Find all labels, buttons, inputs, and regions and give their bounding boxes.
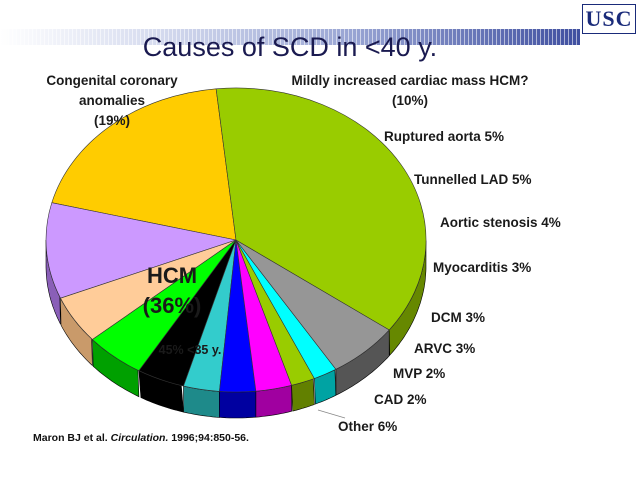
usc-logo: USC [582,4,636,34]
slice-label-mvp-line: MVP 2% [393,366,445,381]
slice-label-dcm-line: DCM 3% [431,310,485,325]
pie-slice-hcm [215,87,427,331]
citation: Maron BJ et al. Circulation. 1996;94:850… [33,432,249,444]
slice-label-hcm-line: HCM [147,263,197,288]
slice-label-aorta: Ruptured aorta 5% [384,129,504,144]
hcm-sublabel: 45% <35 y. [159,343,222,357]
slice-label-myocarditis: Myocarditis 3% [433,260,531,275]
slice-label-mildly-line: (10%) [392,93,428,108]
slice-label-other: Other 6% [338,419,397,434]
slice-label-arvc-line: ARVC 3% [414,341,475,356]
pie-slice-mildly [45,202,238,299]
slice-label-aortic: Aortic stenosis 4% [440,215,561,230]
slice-label-myocarditis-line: Myocarditis 3% [433,260,531,275]
slice-label-congenital: Congenital coronary anomalies (19%) [46,73,178,128]
slice-label-hcm: HCM (36%) [143,263,202,318]
slice-label-tunnelled-line: Tunnelled LAD 5% [414,172,532,187]
slice-label-mildly-line: Mildly increased cardiac mass HCM? [291,73,528,88]
slice-label-arvc: ARVC 3% [414,341,475,356]
slice-label-other-line: Other 6% [338,419,397,434]
chart-title: Causes of SCD in <40 y. [142,32,438,62]
slice-label-cad-line: CAD 2% [374,392,427,407]
leader-line-other [317,409,346,419]
slice-label-tunnelled: Tunnelled LAD 5% [414,172,532,187]
slice-label-aortic-line: Aortic stenosis 4% [440,215,561,230]
slice-label-mvp: MVP 2% [393,366,445,381]
pie-side-dcm [219,390,257,419]
slice-label-hcm-line: (36%) [143,293,202,318]
slice-label-congenital-line: anomalies [79,93,145,108]
slice-label-aorta-line: Ruptured aorta 5% [384,129,504,144]
slice-label-congenital-line: Congenital coronary [46,73,178,88]
header-bar [0,29,580,45]
slice-label-dcm: DCM 3% [431,310,485,325]
slice-label-cad: CAD 2% [374,392,427,407]
slice-label-mildly: Mildly increased cardiac mass HCM? (10%) [291,73,528,108]
pie-slice-congenital [51,88,237,241]
slice-label-congenital-line: (19%) [94,113,130,128]
